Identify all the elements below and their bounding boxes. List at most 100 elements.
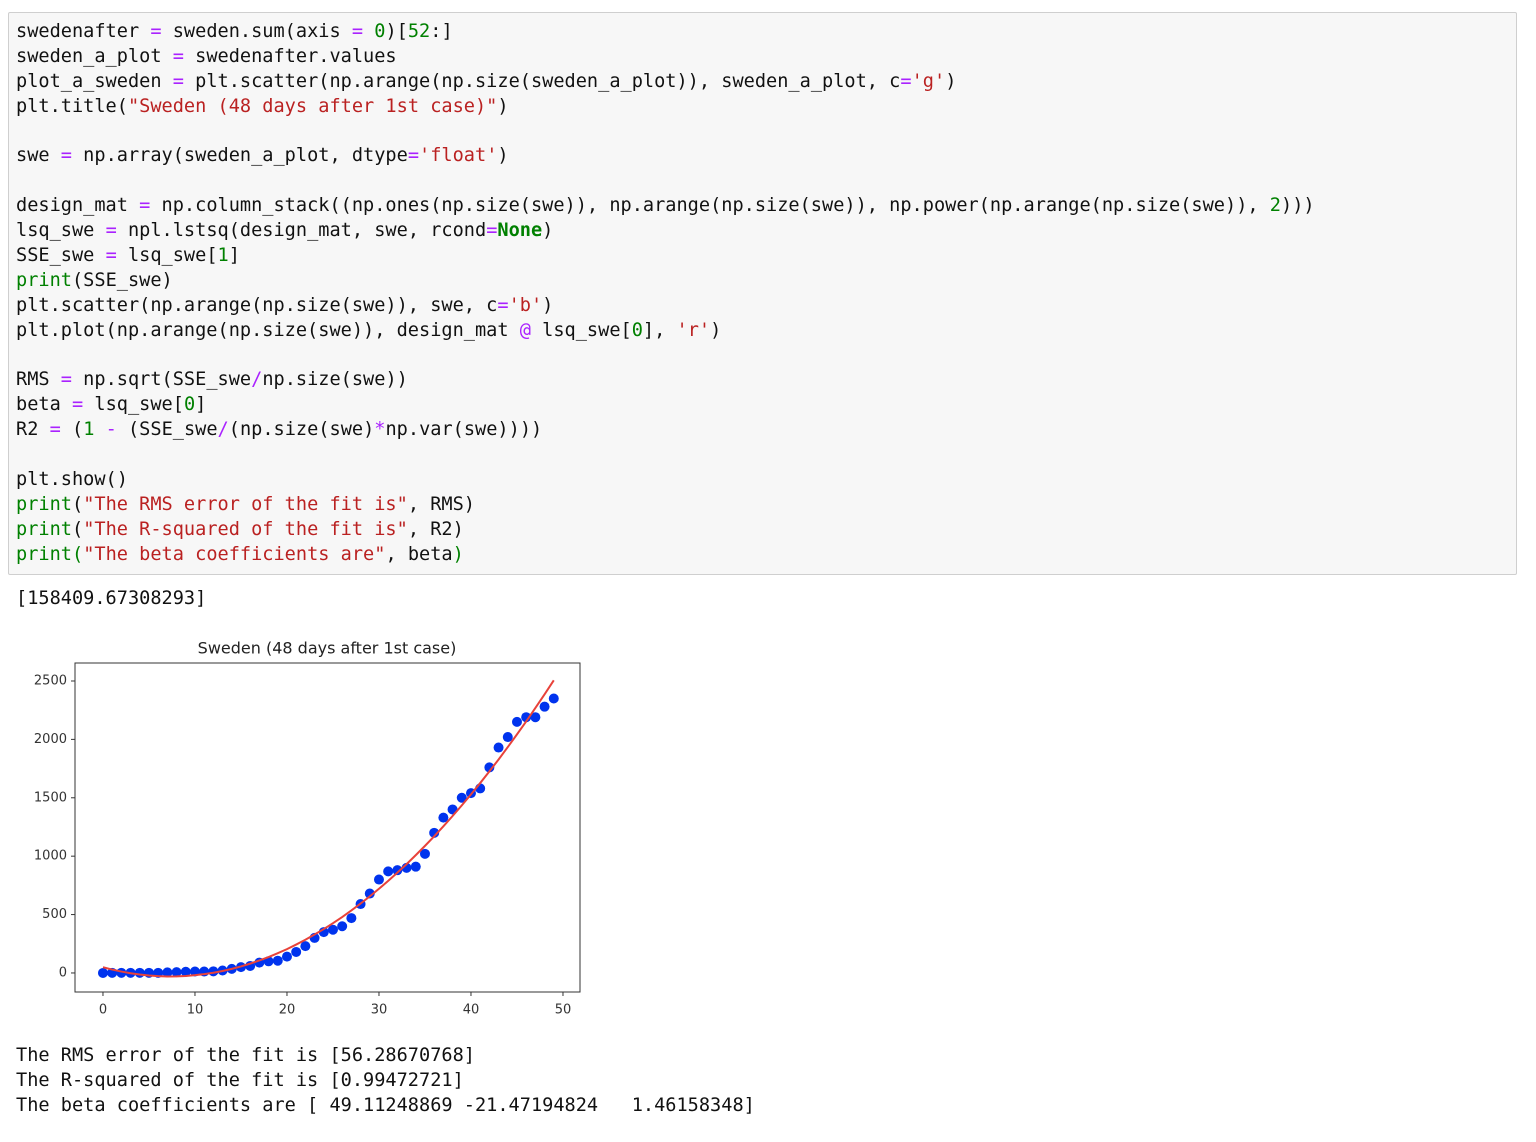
- code-token: 'float': [419, 145, 498, 167]
- code-line: swe = np.array(sweden_a_plot, dtype='flo…: [9, 144, 1516, 169]
- code-token: =: [105, 220, 117, 242]
- code-token: np.sqrt(SSE_swe: [71, 369, 252, 391]
- code-token: lsq_swe[: [530, 319, 632, 341]
- code-token: swedenafter.values: [183, 45, 397, 67]
- code-line: design_mat = np.column_stack((np.ones(np…: [9, 194, 1516, 219]
- scatter-point: [410, 861, 421, 872]
- code-token: plot_a_sweden: [16, 70, 173, 92]
- code-cell[interactable]: swedenafter = sweden.sum(axis = 0)[52:] s…: [8, 12, 1517, 575]
- scatter-point: [502, 732, 513, 743]
- code-token: [94, 419, 105, 440]
- scatter-point: [327, 924, 338, 935]
- code-token: 1: [217, 245, 229, 267]
- code-token: =: [60, 145, 72, 167]
- code-token: =: [105, 245, 117, 267]
- code-token: np.column_stack((np.ones(np.size(swe)), …: [150, 195, 1270, 217]
- code-token: plt.scatter(np.arange(np.size(sweden_a_p…: [183, 70, 901, 92]
- x-tick-label: 50: [555, 1003, 572, 1018]
- code-token: ): [945, 70, 957, 92]
- x-tick-label: 20: [279, 1003, 296, 1018]
- chart: Sweden (48 days after 1st case) 05001000…: [34, 639, 581, 1018]
- code-token: =: [351, 21, 364, 42]
- output-text: The R-squared of the fit is [0.99472721]: [16, 1070, 464, 1091]
- x-tick-label: 30: [371, 1003, 388, 1018]
- code-token: np.size(swe)): [262, 369, 408, 391]
- output-text: [158409.67308293]: [16, 588, 207, 609]
- code-token: np.array(sweden_a_plot, dtype: [71, 145, 408, 167]
- scatter-point: [346, 913, 357, 924]
- code-line: plt.scatter(np.arange(np.size(swe)), swe…: [9, 294, 1516, 319]
- code-token: , RMS): [407, 493, 475, 515]
- code-token: ): [542, 294, 554, 316]
- scatter-point: [171, 967, 182, 978]
- code-token: /: [217, 419, 229, 441]
- code-line: beta = lsq_swe[0]: [9, 393, 1516, 418]
- code-token: =: [172, 70, 184, 92]
- x-tick-label: 10: [187, 1003, 204, 1018]
- code-token: lsq_swe[: [116, 245, 218, 267]
- output-text: The RMS error of the fit is [56.28670768…: [16, 1045, 475, 1066]
- code-token: 'b': [508, 294, 543, 316]
- code-token: )[: [385, 21, 408, 42]
- code-token: (: [60, 419, 84, 441]
- code-line: SSE_swe = lsq_swe[1]: [9, 244, 1516, 269]
- code-line: [9, 443, 1516, 468]
- code-token: (SSE_swe: [116, 419, 218, 441]
- code-line: [9, 120, 1516, 145]
- scatter-point: [291, 946, 302, 957]
- scatter-point: [456, 792, 467, 803]
- y-tick-label: 2000: [34, 732, 67, 747]
- scatter-point: [539, 701, 550, 712]
- scatter-point: [373, 874, 384, 885]
- output-text: The beta coefficients are [ 49.11248869 …: [16, 1095, 755, 1116]
- code-token: "Sweden (48 days after 1st case)": [127, 95, 498, 117]
- code-token: None: [497, 220, 543, 242]
- code-token: *: [374, 419, 386, 441]
- code-token: 'r': [676, 319, 711, 341]
- code-token: print: [16, 493, 72, 515]
- code-token: ): [542, 220, 554, 242]
- y-tick-label: 1000: [34, 849, 67, 864]
- code-token: ]: [195, 394, 207, 416]
- code-token: =: [139, 195, 151, 217]
- code-token: "The R-squared of the fit is": [83, 518, 408, 540]
- x-tick-label: 40: [463, 1003, 480, 1018]
- scatter-point: [521, 712, 532, 723]
- code-line: print("The R-squared of the fit is", R2): [9, 518, 1516, 543]
- code-token: ]: [228, 245, 240, 267]
- scatter-point: [484, 762, 495, 773]
- scatter-point: [383, 866, 394, 877]
- code-token: print: [16, 269, 72, 291]
- code-token: @: [519, 319, 531, 341]
- code-token: design_mat: [16, 195, 140, 217]
- code-token: sweden.sum(axis: [161, 21, 352, 42]
- code-token: swe: [16, 145, 61, 167]
- scatter-point: [429, 827, 440, 838]
- code-token: npl.lstsq(design_mat, swe, rcond: [116, 220, 487, 242]
- plot-area: [74, 662, 581, 993]
- scatter-point: [419, 848, 430, 859]
- chart-title: Sweden (48 days after 1st case): [198, 639, 457, 658]
- code-token: (: [71, 543, 84, 565]
- code-token: ): [710, 319, 722, 341]
- scatter-point: [493, 742, 504, 753]
- code-token: ))): [1281, 195, 1315, 217]
- code-line: print(SSE_swe): [9, 269, 1516, 294]
- code-token: sweden_a_plot: [16, 45, 173, 67]
- scatter-point: [548, 693, 559, 704]
- code-line: swedenafter = sweden.sum(axis = 0)[52:]: [9, 20, 1516, 45]
- code-token: beta: [16, 394, 72, 416]
- y-tick-label: 0: [59, 965, 67, 980]
- code-token: (: [71, 493, 84, 515]
- code-token: lsq_swe: [16, 220, 106, 242]
- code-token: lsq_swe[: [83, 394, 184, 416]
- code-token: =: [497, 294, 509, 316]
- code-line: plt.plot(np.arange(np.size(swe)), design…: [9, 319, 1516, 344]
- code-token: , R2): [407, 518, 464, 540]
- code-token: 'g': [911, 70, 946, 92]
- code-token: "The beta coefficients are": [83, 543, 386, 565]
- code-token: /: [251, 369, 263, 391]
- code-token: =: [71, 394, 84, 416]
- code-token: (SSE_swe): [71, 269, 173, 291]
